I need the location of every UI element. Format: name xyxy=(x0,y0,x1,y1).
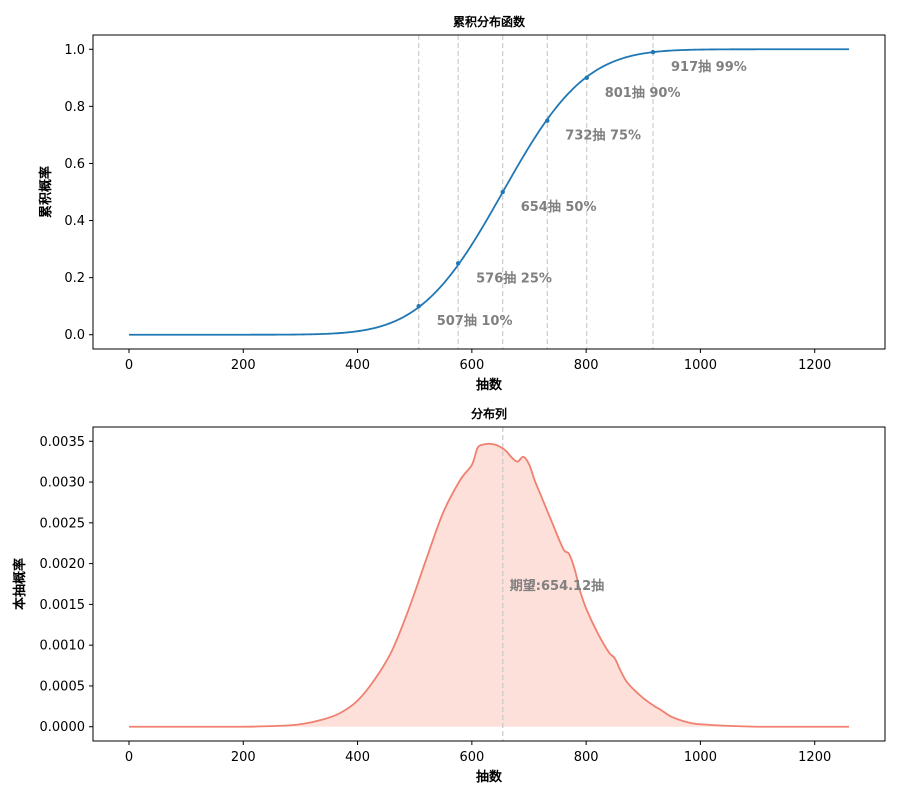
x-tick-label: 600 xyxy=(459,358,484,373)
quantile-label: 917抽 99% xyxy=(671,59,747,75)
y-tick-label: 0.0015 xyxy=(40,598,86,613)
y-tick-label: 0.0025 xyxy=(40,516,86,531)
pmf-y-axis-title: 本抽概率 xyxy=(12,558,28,610)
y-tick-label: 0.0005 xyxy=(40,679,86,694)
cdf-quantile-marks: 507抽 10% 576抽 25% 654抽 50% 732抽 75% 801抽 90%… xyxy=(416,49,747,329)
y-tick-label: 0.0000 xyxy=(40,720,86,735)
cdf-panel: 累积分布函数 507抽 10% 576抽 25% 654抽 50% 732抽 75% 8… xyxy=(38,14,886,393)
quantile-point xyxy=(584,75,589,81)
x-tick-label: 1200 xyxy=(798,358,831,373)
quantile-point xyxy=(455,261,461,266)
pmf-line xyxy=(128,442,849,728)
y-tick-label: 0.0010 xyxy=(40,639,86,654)
y-tick-label: 0.2 xyxy=(64,271,85,286)
x-tick-label: 1200 xyxy=(798,750,831,765)
x-tick-label: 400 xyxy=(345,750,370,765)
x-tick-label: 1000 xyxy=(684,750,717,765)
x-tick-label: 800 xyxy=(574,750,599,765)
pmf-x-axis: 0 200 400 600 800 1000 1200 xyxy=(125,741,831,765)
pmf-x-axis-title: 抽数 xyxy=(476,769,503,785)
quantile-label: 507抽 10% xyxy=(437,313,513,329)
quantile-point xyxy=(650,49,656,55)
pmf-title: 分布列 xyxy=(471,406,507,421)
quantile-point xyxy=(416,303,421,309)
y-tick-label: 0.0020 xyxy=(40,557,86,572)
y-tick-label: 0.6 xyxy=(64,157,85,172)
cdf-y-axis: 0.0 0.2 0.4 0.6 0.8 1.0 xyxy=(64,43,93,343)
x-tick-label: 800 xyxy=(574,358,599,373)
quantile-label: 654抽 50% xyxy=(521,199,597,215)
x-tick-label: 600 xyxy=(459,750,484,765)
y-tick-label: 0.0 xyxy=(64,328,85,343)
x-tick-label: 200 xyxy=(231,358,256,373)
y-tick-label: 1.0 xyxy=(64,43,85,58)
y-tick-label: 0.0030 xyxy=(40,476,86,491)
pmf-panel: 分布列 期望:654.12抽 0 200 400 600 800 1000 1200 0.0… xyxy=(12,406,886,785)
y-tick-label: 0.0035 xyxy=(40,435,86,450)
pmf-plot-frame xyxy=(92,426,886,742)
x-tick-label: 1000 xyxy=(684,358,717,373)
quantile-point xyxy=(500,189,505,195)
cdf-plot-frame xyxy=(92,34,886,350)
quantile-label: 801抽 90% xyxy=(605,85,681,101)
cdf-x-axis: 0 200 400 600 800 1000 1200 xyxy=(125,349,831,373)
pmf-area-fill xyxy=(129,443,849,727)
x-tick-label: 0 xyxy=(125,750,133,765)
cdf-x-axis-title: 抽数 xyxy=(476,377,503,393)
pmf-y-axis: 0.0000 0.0005 0.0010 0.0015 0.0020 0.0025 0.00… xyxy=(40,435,93,735)
x-tick-label: 200 xyxy=(231,750,256,765)
cdf-y-axis-title: 累积概率 xyxy=(38,166,54,218)
y-tick-label: 0.8 xyxy=(64,100,85,115)
cdf-title: 累积分布函数 xyxy=(453,14,526,29)
pmf-expected-value-label: 期望:654.12抽 xyxy=(510,578,604,594)
y-tick-label: 0.4 xyxy=(64,214,85,229)
cdf-line xyxy=(129,48,849,336)
quantile-label: 732抽 75% xyxy=(565,128,641,144)
x-tick-label: 400 xyxy=(345,358,370,373)
x-tick-label: 0 xyxy=(125,358,133,373)
quantile-label: 576抽 25% xyxy=(476,270,552,286)
quantile-point xyxy=(545,118,550,123)
